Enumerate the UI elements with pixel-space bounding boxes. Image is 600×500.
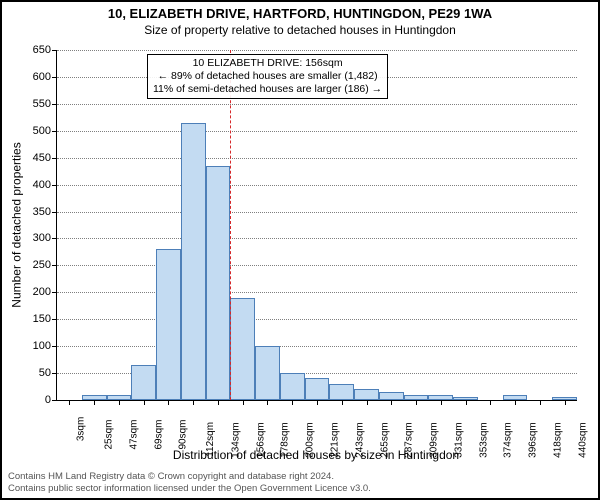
x-tick-label: 90sqm xyxy=(178,420,189,450)
histogram-plot: 0501001502002503003504004505005506006503… xyxy=(56,50,577,401)
histogram-bar xyxy=(181,123,206,400)
grid-line xyxy=(57,212,577,213)
grid-line xyxy=(57,158,577,159)
x-tick xyxy=(94,400,95,405)
y-tick-label: 650 xyxy=(15,44,57,56)
x-tick xyxy=(193,400,194,405)
reference-line xyxy=(230,50,231,400)
y-tick-label: 300 xyxy=(15,232,57,244)
histogram-bar xyxy=(379,392,404,400)
histogram-bar xyxy=(255,346,280,400)
grid-line xyxy=(57,346,577,347)
x-tick-label: 47sqm xyxy=(128,420,139,450)
y-tick-label: 0 xyxy=(15,394,57,406)
grid-line xyxy=(57,238,577,239)
annotation-box: 10 ELIZABETH DRIVE: 156sqm ← 89% of deta… xyxy=(147,54,388,99)
x-tick xyxy=(441,400,442,405)
histogram-bar xyxy=(206,166,231,400)
x-axis-title: Distribution of detached houses by size … xyxy=(56,448,576,462)
footer-line-1: Contains HM Land Registry data © Crown c… xyxy=(8,471,592,482)
x-tick xyxy=(218,400,219,405)
x-tick xyxy=(168,400,169,405)
chart-container: 10, ELIZABETH DRIVE, HARTFORD, HUNTINGDO… xyxy=(0,0,600,500)
histogram-bar xyxy=(230,298,255,400)
grid-line xyxy=(57,131,577,132)
x-tick xyxy=(342,400,343,405)
x-tick xyxy=(317,400,318,405)
x-tick xyxy=(416,400,417,405)
chart-title: 10, ELIZABETH DRIVE, HARTFORD, HUNTINGDO… xyxy=(2,6,598,21)
y-tick-label: 500 xyxy=(15,125,57,137)
y-tick-label: 50 xyxy=(15,367,57,379)
x-tick xyxy=(367,400,368,405)
x-tick-label: 25sqm xyxy=(104,420,115,450)
y-tick-label: 600 xyxy=(15,71,57,83)
histogram-bar xyxy=(329,384,354,400)
annotation-line-2: ← 89% of detached houses are smaller (1,… xyxy=(153,70,382,83)
chart-subtitle: Size of property relative to detached ho… xyxy=(2,23,598,37)
histogram-bar xyxy=(280,373,305,400)
y-tick-label: 550 xyxy=(15,98,57,110)
footer: Contains HM Land Registry data © Crown c… xyxy=(8,471,592,494)
x-tick xyxy=(292,400,293,405)
y-tick-label: 400 xyxy=(15,179,57,191)
x-tick xyxy=(490,400,491,405)
x-tick xyxy=(69,400,70,405)
grid-line xyxy=(57,319,577,320)
y-tick-label: 250 xyxy=(15,259,57,271)
histogram-bar xyxy=(305,378,330,400)
y-tick-label: 450 xyxy=(15,152,57,164)
x-tick xyxy=(144,400,145,405)
x-tick-label: 440sqm xyxy=(577,422,588,458)
x-tick xyxy=(119,400,120,405)
grid-line xyxy=(57,50,577,51)
x-tick xyxy=(391,400,392,405)
grid-line xyxy=(57,104,577,105)
footer-line-2: Contains public sector information licen… xyxy=(8,483,592,494)
grid-line xyxy=(57,185,577,186)
y-tick-label: 150 xyxy=(15,313,57,325)
x-tick-label: 3sqm xyxy=(76,417,87,441)
x-tick xyxy=(565,400,566,405)
x-tick xyxy=(267,400,268,405)
x-tick xyxy=(466,400,467,405)
histogram-bar xyxy=(354,389,379,400)
annotation-line-1: 10 ELIZABETH DRIVE: 156sqm xyxy=(153,57,382,70)
y-tick-label: 200 xyxy=(15,286,57,298)
x-tick-label: 69sqm xyxy=(153,420,164,450)
histogram-bar xyxy=(156,249,181,400)
annotation-line-3: 11% of semi-detached houses are larger (… xyxy=(153,83,382,96)
x-tick xyxy=(243,400,244,405)
x-tick xyxy=(515,400,516,405)
x-tick xyxy=(540,400,541,405)
y-tick-label: 350 xyxy=(15,206,57,218)
y-tick-label: 100 xyxy=(15,340,57,352)
grid-line xyxy=(57,292,577,293)
histogram-bar xyxy=(131,365,156,400)
grid-line xyxy=(57,265,577,266)
